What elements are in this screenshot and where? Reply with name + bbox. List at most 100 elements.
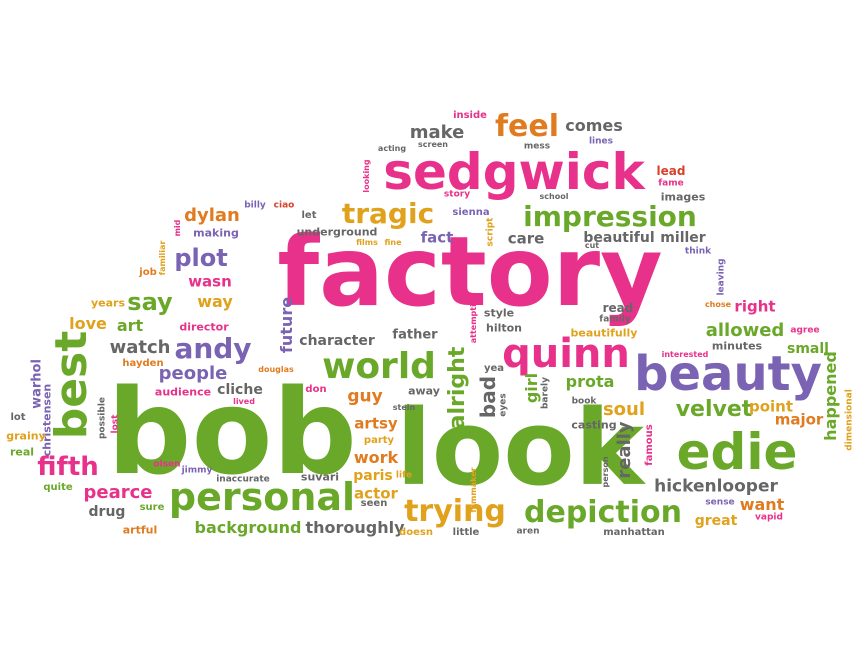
word-pearce: pearce (83, 482, 153, 503)
word-paris: paris (353, 468, 393, 484)
word-bad: bad (476, 375, 500, 419)
word-book: book (571, 396, 597, 407)
word-family: family (599, 314, 631, 325)
word-feel: feel (494, 109, 560, 144)
word-little: little (452, 527, 480, 538)
word-casting: casting (571, 418, 617, 432)
word-sedgwick: sedgwick (383, 143, 645, 201)
word-girl: girl (522, 372, 541, 404)
word-dylan: dylan (184, 205, 240, 226)
word-quite: quite (43, 482, 73, 493)
word-dimensional: dimensional (844, 389, 855, 451)
word-allowed: allowed (705, 320, 785, 341)
word-beauty: beauty (634, 346, 822, 402)
word-inside: inside (453, 110, 487, 121)
word-comes: comes (565, 116, 623, 135)
word-real: real (9, 445, 35, 459)
word-father: father (392, 327, 438, 343)
word-attempting: attempting (469, 292, 478, 344)
word-guy: guy (347, 386, 383, 407)
word-factory: factory (277, 216, 663, 328)
word-actor: actor (354, 484, 398, 503)
word-sienna: sienna (452, 207, 490, 218)
word-looking: looking (362, 159, 371, 193)
word-read: read (602, 301, 634, 315)
word-barely: barely (540, 376, 551, 410)
word-seen: seen (360, 498, 388, 509)
word-images: images (660, 190, 706, 204)
word-manhattan: manhattan (603, 527, 665, 538)
word-interested: interested (661, 350, 709, 359)
word-christensen: christensen (40, 383, 54, 457)
word-fifth: fifth (37, 452, 99, 482)
word-grainy: grainy (6, 429, 46, 443)
word-want: want (739, 495, 785, 514)
word-don: don (305, 384, 327, 395)
word-say: say (127, 288, 173, 316)
word-inaccurate: inaccurate (216, 474, 270, 485)
word-eyes: eyes (498, 393, 509, 417)
word-prota: prota (565, 372, 615, 391)
word-acting: acting (377, 144, 407, 153)
word-let: let (301, 210, 317, 221)
word-watch: watch (109, 337, 171, 358)
word-olsen: olsen (153, 459, 181, 470)
word-story: story (443, 189, 471, 200)
word-films: films (356, 238, 378, 247)
word-famous: famous (644, 424, 655, 466)
word-miller: miller (660, 230, 706, 246)
word-people: people (158, 363, 228, 384)
word-think: think (684, 246, 712, 257)
word-school: school (539, 192, 569, 201)
word-beautiful: beautiful (583, 230, 655, 246)
word-possible: possible (97, 396, 108, 440)
word-velvet: velvet (675, 397, 753, 422)
word-artsy: artsy (354, 414, 398, 433)
word-lines: lines (588, 136, 614, 147)
word-lost: lost (110, 414, 121, 434)
word-screen: screen (418, 140, 448, 149)
word-background: background (194, 518, 302, 537)
word-edie: edie (676, 423, 798, 481)
word-fine: fine (384, 238, 402, 247)
word-make: make (409, 122, 465, 143)
word-making: making (193, 226, 239, 240)
word-best: best (46, 330, 97, 440)
word-job: job (139, 267, 157, 278)
word-right: right (734, 297, 776, 316)
word-art: art (116, 316, 144, 335)
word-yea: yea (483, 363, 505, 374)
word-drug: drug (88, 504, 126, 520)
word-cliche: cliche (217, 382, 263, 398)
word-script: script (485, 217, 496, 247)
word-care: care (507, 229, 545, 248)
word-fact: fact (420, 228, 454, 247)
word-work: work (353, 448, 399, 467)
word-quinn: quinn (502, 331, 630, 377)
word-soul: soul (602, 399, 646, 420)
word-look: look (396, 387, 644, 509)
word-underground: underground (296, 225, 378, 239)
word-point: point (748, 397, 794, 416)
word-doesn: doesn (399, 527, 433, 538)
word-leaving: leaving (716, 258, 727, 296)
word-vapid: vapid (755, 512, 783, 523)
word-trying: trying (404, 494, 506, 529)
word-personal: personal (168, 475, 356, 519)
word-fame: fame (658, 178, 684, 189)
word-familiar: familiar (158, 240, 167, 276)
word-alright: alright (445, 346, 470, 430)
word-major: major (774, 410, 824, 429)
word-cut: cut (584, 241, 600, 250)
word-agree: agree (790, 325, 820, 336)
word-billy: billy (244, 200, 266, 211)
word-world: world (322, 346, 436, 387)
word-party: party (363, 435, 395, 446)
word-hickenlooper: hickenlooper (654, 476, 778, 497)
word-andy: andy (174, 332, 252, 365)
word-sense: sense (705, 497, 735, 508)
word-jimmy: jimmy (181, 465, 213, 476)
word-character: character (299, 333, 375, 349)
word-mess: mess (523, 141, 551, 152)
word-plot: plot (174, 244, 228, 272)
